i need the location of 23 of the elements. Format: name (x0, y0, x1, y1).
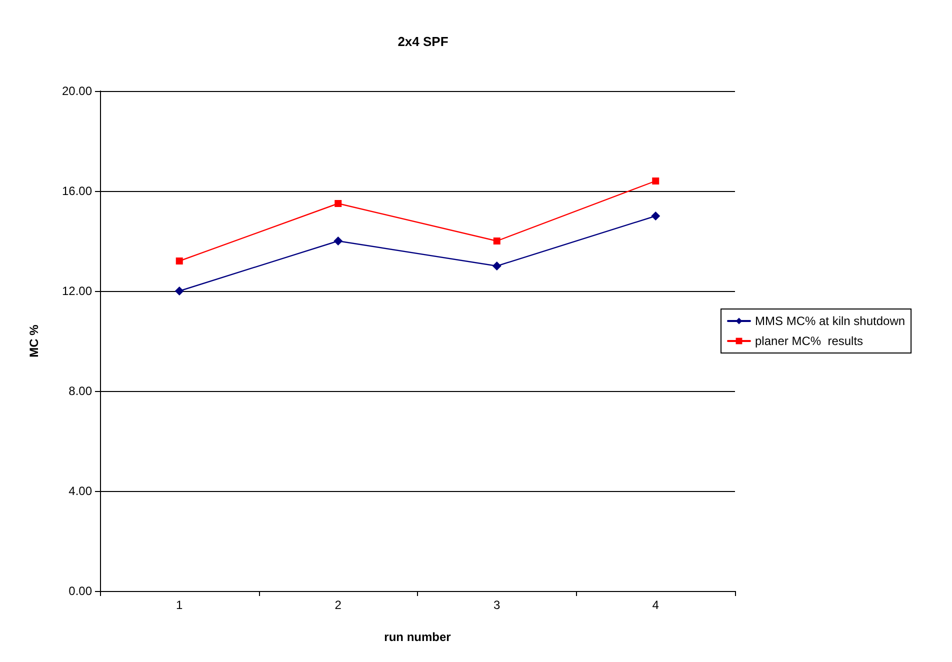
point (334, 236, 343, 246)
x-tick-label: 4 (652, 598, 660, 612)
point (652, 178, 660, 184)
point (176, 258, 183, 264)
y-tick-label: 8.00 (68, 384, 92, 398)
point (492, 262, 502, 270)
y-tick-label: 16.00 (62, 184, 92, 198)
legend-label: planer MC% results (755, 334, 864, 348)
point (334, 200, 342, 207)
chart-title: 2x4 SPF (398, 34, 448, 49)
x-axis-title: run number (384, 630, 452, 644)
x-tick-label: 1 (176, 598, 184, 612)
y-tick-label: 20.00 (62, 84, 92, 98)
x-tick-label: 2 (334, 598, 342, 612)
point (493, 238, 500, 244)
y-tick-label: 12.00 (62, 284, 92, 298)
y-axis-title: MC % (27, 324, 41, 358)
point (174, 286, 184, 296)
x-tick-label: 3 (494, 598, 501, 612)
y-tick-label: 0.00 (68, 584, 92, 598)
y-tick-label: 4.00 (68, 484, 92, 498)
legend-label: MMS MC% at kiln shutdown (755, 314, 906, 328)
point (651, 212, 660, 220)
